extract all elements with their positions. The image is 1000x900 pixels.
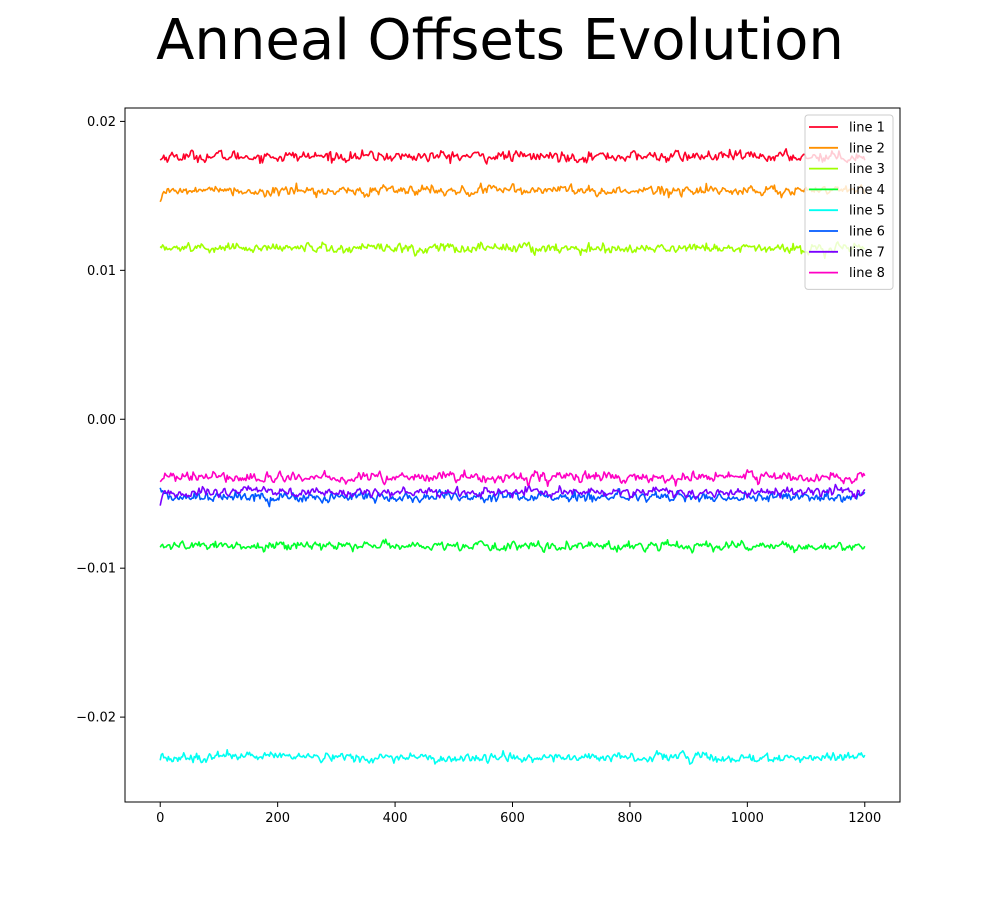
y-tick-label: 0.02 bbox=[87, 115, 116, 130]
y-tick-label: −0.01 bbox=[76, 562, 116, 577]
y-tick-label: 0.00 bbox=[87, 413, 116, 428]
legend-label: line 3 bbox=[849, 162, 885, 177]
y-tick-label: 0.01 bbox=[87, 264, 116, 279]
series-layer bbox=[159, 148, 866, 765]
x-tick-label: 0 bbox=[156, 811, 164, 826]
legend-box bbox=[804, 114, 894, 290]
y-tick-label: −0.02 bbox=[76, 711, 116, 726]
series-line-3 bbox=[159, 241, 865, 260]
series-line-8 bbox=[159, 469, 866, 488]
series-line-7 bbox=[159, 483, 866, 506]
legend-label: line 6 bbox=[849, 225, 885, 240]
x-tick-label: 1000 bbox=[731, 811, 764, 826]
legend-label: line 2 bbox=[849, 141, 885, 156]
series-line-2 bbox=[159, 182, 866, 203]
plot-frame bbox=[124, 107, 901, 803]
series-line-1 bbox=[159, 148, 866, 165]
x-tick-label: 400 bbox=[383, 811, 408, 826]
x-tick-label: 600 bbox=[500, 811, 525, 826]
series-line-4 bbox=[159, 538, 866, 554]
legend-label: line 8 bbox=[849, 266, 885, 281]
x-tick-label: 200 bbox=[265, 811, 290, 826]
chart-title: Anneal Offsets Evolution bbox=[156, 8, 844, 73]
x-tick-label: 800 bbox=[618, 811, 643, 826]
legend-label: line 7 bbox=[849, 245, 885, 260]
legend: line 1 line 2 line 3 line 4 line 5 line 6 line… bbox=[804, 114, 894, 290]
series-line-5 bbox=[159, 748, 866, 765]
legend-label: line 4 bbox=[849, 183, 885, 198]
y-axis: 0.02 0.01 0.00 −0.01 −0.02 bbox=[76, 115, 125, 726]
x-axis: 0 200 400 600 800 1000 1200 bbox=[156, 802, 881, 826]
legend-label: line 1 bbox=[849, 121, 885, 136]
legend-label: line 5 bbox=[849, 204, 885, 219]
x-tick-label: 1200 bbox=[848, 811, 881, 826]
